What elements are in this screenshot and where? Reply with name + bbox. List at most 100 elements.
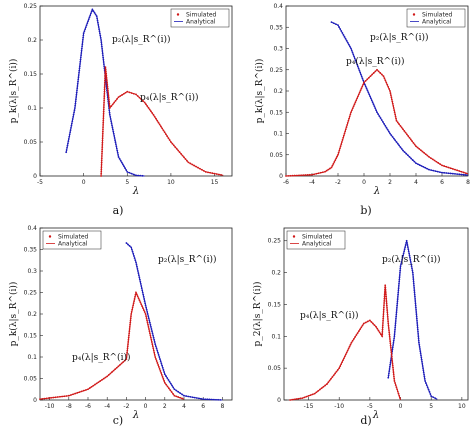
series-point bbox=[381, 333, 384, 335]
series-point bbox=[413, 284, 415, 287]
x-tick-label: 6 bbox=[440, 179, 444, 186]
series-point bbox=[417, 333, 420, 335]
series-point bbox=[145, 315, 147, 318]
series-point bbox=[410, 265, 413, 268]
series-point bbox=[101, 141, 104, 144]
series-point bbox=[385, 81, 388, 84]
series-point bbox=[75, 91, 78, 94]
series-point bbox=[168, 380, 171, 383]
series-point bbox=[353, 103, 356, 106]
series-point bbox=[451, 172, 454, 175]
series-point bbox=[460, 170, 463, 173]
series-point bbox=[84, 26, 87, 29]
series-point bbox=[172, 386, 175, 389]
series-point bbox=[346, 349, 349, 352]
series-point bbox=[315, 172, 318, 175]
series-point bbox=[369, 75, 372, 78]
series-point bbox=[411, 159, 414, 161]
series-point bbox=[158, 356, 161, 358]
series-point bbox=[54, 396, 57, 399]
series-point bbox=[397, 293, 399, 296]
series-point bbox=[193, 396, 196, 399]
series-point bbox=[191, 396, 194, 399]
series-point bbox=[131, 306, 134, 309]
series-point bbox=[370, 99, 373, 102]
series-point bbox=[354, 336, 357, 338]
series-point bbox=[163, 131, 166, 134]
series-point bbox=[114, 141, 117, 144]
series-point bbox=[411, 271, 414, 274]
series-point bbox=[157, 353, 160, 356]
series-point bbox=[197, 166, 199, 169]
series-point bbox=[385, 304, 388, 307]
series-point bbox=[111, 103, 114, 106]
series-point bbox=[395, 141, 398, 143]
series-point bbox=[313, 173, 316, 176]
series-point bbox=[351, 339, 354, 342]
legend-box bbox=[286, 230, 346, 250]
series-point bbox=[105, 70, 107, 73]
series-point bbox=[109, 118, 112, 120]
series-point bbox=[417, 330, 419, 333]
series-point bbox=[458, 173, 461, 176]
series-point bbox=[396, 302, 399, 305]
series-point bbox=[90, 12, 92, 15]
series-point bbox=[133, 300, 135, 302]
series-point bbox=[106, 375, 109, 378]
series-point bbox=[418, 148, 421, 150]
x-tick-label: -6 bbox=[283, 179, 289, 186]
series-point bbox=[324, 384, 327, 387]
y-tick-label: 0.05 bbox=[24, 139, 38, 146]
series-point bbox=[201, 168, 203, 171]
series-point bbox=[102, 117, 105, 120]
x-axis-label: λ bbox=[373, 186, 380, 197]
series-point bbox=[356, 63, 359, 66]
series-point bbox=[199, 167, 201, 170]
series-point bbox=[72, 115, 75, 118]
series-point bbox=[108, 109, 111, 112]
y-tick-label: 0.1 bbox=[271, 333, 281, 340]
plot-frame bbox=[39, 227, 233, 401]
series-point bbox=[345, 39, 348, 42]
series-point bbox=[360, 326, 363, 329]
series-point bbox=[395, 306, 398, 309]
series-point bbox=[350, 47, 352, 50]
series-point bbox=[382, 317, 385, 320]
series-point bbox=[126, 351, 128, 354]
series-point bbox=[349, 45, 351, 48]
series-point bbox=[162, 377, 165, 380]
series-point bbox=[390, 351, 393, 354]
series-point bbox=[460, 173, 463, 176]
series-point bbox=[423, 373, 425, 376]
series-point bbox=[149, 334, 152, 337]
series-point bbox=[107, 92, 110, 94]
series-point bbox=[305, 395, 308, 398]
series-point bbox=[166, 385, 169, 388]
series-point bbox=[210, 398, 213, 401]
series-point bbox=[135, 263, 138, 266]
series-point bbox=[389, 363, 392, 366]
series-point bbox=[412, 282, 415, 285]
series-point bbox=[400, 147, 403, 150]
series-point bbox=[79, 58, 82, 61]
series-point bbox=[76, 85, 79, 87]
series-point bbox=[360, 87, 363, 90]
series-point bbox=[396, 298, 399, 300]
series-point bbox=[101, 148, 104, 151]
series-point bbox=[297, 397, 300, 400]
series-point bbox=[342, 134, 345, 137]
series-point bbox=[350, 111, 352, 114]
series-point bbox=[361, 85, 364, 88]
series-point bbox=[326, 383, 328, 385]
series-point bbox=[92, 384, 95, 387]
series-point bbox=[399, 146, 402, 149]
series-point bbox=[394, 139, 397, 142]
series-point bbox=[151, 330, 153, 333]
series-point bbox=[100, 170, 103, 173]
series-point bbox=[177, 390, 180, 393]
series-point bbox=[140, 285, 143, 287]
series-point bbox=[107, 374, 110, 376]
series-point bbox=[67, 138, 70, 140]
series-point bbox=[141, 291, 144, 294]
series-point bbox=[420, 165, 423, 167]
